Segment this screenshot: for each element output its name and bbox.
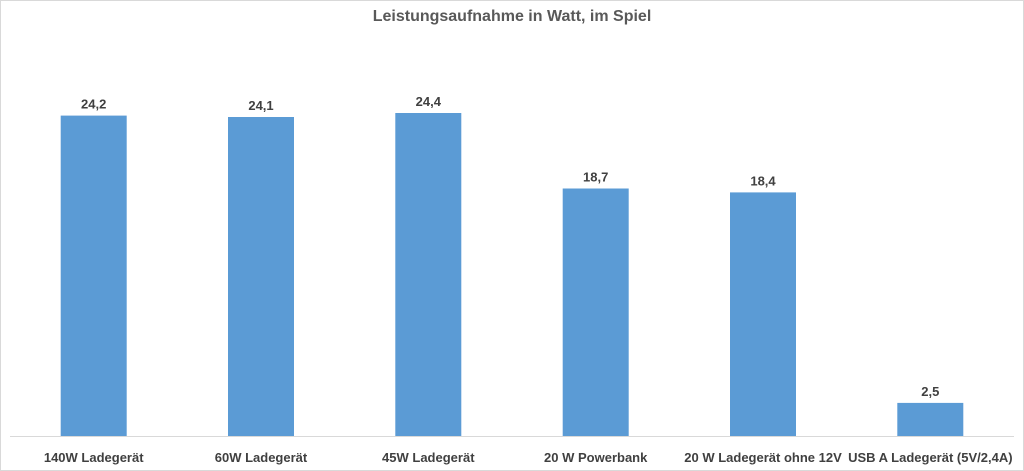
bar-0 [60, 115, 127, 436]
category-labels-group: 140W Ladegerät 60W Ladegerät 45W Ladegerät… [44, 450, 1013, 465]
bar-5 [897, 402, 964, 436]
chart-title: Leistungsaufnahme in Watt, im Spiel [372, 8, 652, 25]
bar-3 [562, 188, 629, 436]
bar-2 [395, 113, 462, 436]
category-label-1: 60W Ladegerät [215, 450, 308, 465]
category-label-2: 45W Ladegerät [382, 450, 475, 465]
bars-group [60, 113, 964, 436]
data-label-0: 24,2 [81, 97, 106, 112]
category-label-0: 140W Ladegerät [44, 450, 144, 465]
category-label-3: 20 W Powerbank [544, 450, 648, 465]
data-label-2: 24,4 [416, 94, 442, 109]
bar-4 [730, 192, 796, 436]
data-label-5: 2,5 [921, 384, 939, 399]
category-label-5: USB A Ladegerät (5V/2,4A) [848, 450, 1012, 465]
data-label-1: 24,1 [248, 98, 273, 113]
data-labels-group: 24,2 24,1 24,4 18,7 18,4 2,5 [81, 94, 939, 399]
data-label-4: 18,4 [750, 173, 776, 188]
data-label-3: 18,7 [583, 170, 608, 185]
bar-1 [228, 117, 294, 436]
category-label-4: 20 W Ladegerät ohne 12V [684, 450, 842, 465]
